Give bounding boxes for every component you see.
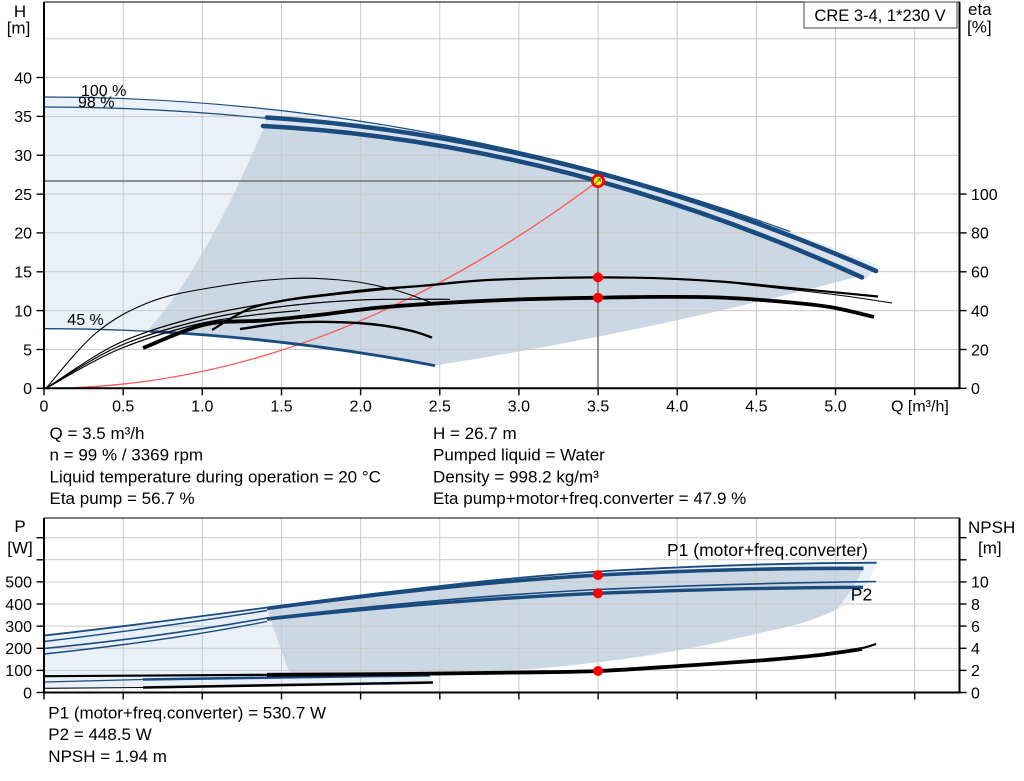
svg-text:0: 0 bbox=[971, 685, 980, 702]
svg-text:P1 (motor+freq.converter) = 53: P1 (motor+freq.converter) = 530.7 W bbox=[48, 703, 326, 722]
svg-text:0: 0 bbox=[23, 685, 32, 702]
svg-text:P: P bbox=[14, 517, 25, 536]
svg-text:15: 15 bbox=[14, 265, 32, 282]
svg-text:[m]: [m] bbox=[978, 539, 1002, 558]
svg-text:eta: eta bbox=[968, 0, 992, 19]
svg-text:Liquid temperature during oper: Liquid temperature during operation = 20… bbox=[50, 467, 381, 486]
svg-text:30: 30 bbox=[14, 148, 32, 165]
svg-text:3.5: 3.5 bbox=[587, 399, 609, 416]
svg-text:0: 0 bbox=[971, 381, 980, 398]
svg-text:20: 20 bbox=[14, 226, 32, 243]
svg-text:Eta pump = 56.7 %: Eta pump = 56.7 % bbox=[50, 489, 195, 508]
svg-text:[m]: [m] bbox=[7, 19, 31, 38]
svg-text:5.0: 5.0 bbox=[824, 399, 846, 416]
svg-text:80: 80 bbox=[971, 226, 989, 243]
svg-text:Pumped liquid = Water: Pumped liquid = Water bbox=[433, 446, 605, 465]
svg-text:98 %: 98 % bbox=[78, 95, 114, 112]
svg-text:500: 500 bbox=[5, 575, 32, 592]
svg-text:CRE 3-4, 1*230 V: CRE 3-4, 1*230 V bbox=[814, 7, 945, 25]
svg-text:NPSH: NPSH bbox=[968, 518, 1015, 537]
svg-text:Density = 998.2 kg/m³: Density = 998.2 kg/m³ bbox=[433, 467, 599, 486]
svg-text:P2: P2 bbox=[851, 585, 872, 605]
svg-text:Eta pump+motor+freq.converter: Eta pump+motor+freq.converter = 47.9 % bbox=[433, 489, 746, 508]
svg-text:400: 400 bbox=[5, 597, 32, 614]
svg-text:100: 100 bbox=[5, 663, 32, 680]
svg-text:2.5: 2.5 bbox=[429, 399, 451, 416]
svg-text:[W]: [W] bbox=[7, 539, 33, 558]
svg-text:[%]: [%] bbox=[967, 18, 992, 37]
svg-text:40: 40 bbox=[14, 70, 32, 87]
svg-text:100 %: 100 % bbox=[81, 83, 126, 100]
svg-text:0.5: 0.5 bbox=[112, 399, 134, 416]
svg-text:1.0: 1.0 bbox=[191, 399, 213, 416]
svg-text:10: 10 bbox=[971, 575, 989, 592]
svg-text:35: 35 bbox=[14, 109, 32, 126]
svg-text:P2 = 448.5 W: P2 = 448.5 W bbox=[48, 725, 151, 744]
svg-text:0: 0 bbox=[23, 381, 32, 398]
svg-text:20: 20 bbox=[971, 342, 989, 359]
svg-text:5: 5 bbox=[23, 342, 32, 359]
svg-text:60: 60 bbox=[971, 265, 989, 282]
svg-text:40: 40 bbox=[971, 303, 989, 320]
svg-text:4.5: 4.5 bbox=[745, 399, 767, 416]
svg-text:1.5: 1.5 bbox=[270, 399, 292, 416]
svg-text:n = 99 % / 3369 rpm: n = 99 % / 3369 rpm bbox=[50, 446, 204, 465]
svg-text:Q = 3.5 m³/h: Q = 3.5 m³/h bbox=[50, 424, 145, 443]
svg-text:3.0: 3.0 bbox=[508, 399, 530, 416]
svg-text:Q [m³/h]: Q [m³/h] bbox=[891, 399, 949, 416]
svg-text:25: 25 bbox=[14, 187, 32, 204]
svg-text:0: 0 bbox=[40, 399, 49, 416]
svg-text:10: 10 bbox=[14, 303, 32, 320]
svg-text:2: 2 bbox=[971, 663, 980, 680]
svg-text:NPSH = 1.94 m: NPSH = 1.94 m bbox=[48, 747, 167, 766]
svg-text:4: 4 bbox=[971, 641, 980, 658]
svg-text:200: 200 bbox=[5, 641, 32, 658]
svg-text:300: 300 bbox=[5, 619, 32, 636]
svg-text:8: 8 bbox=[971, 597, 980, 614]
svg-text:45 %: 45 % bbox=[67, 312, 103, 329]
svg-text:100: 100 bbox=[971, 187, 998, 204]
svg-text:H = 26.7 m: H = 26.7 m bbox=[433, 424, 517, 443]
svg-text:6: 6 bbox=[971, 619, 980, 636]
svg-text:2.0: 2.0 bbox=[349, 399, 371, 416]
svg-text:H: H bbox=[14, 2, 26, 21]
svg-text:4.0: 4.0 bbox=[666, 399, 688, 416]
svg-text:P1 (motor+freq.converter): P1 (motor+freq.converter) bbox=[667, 540, 868, 560]
